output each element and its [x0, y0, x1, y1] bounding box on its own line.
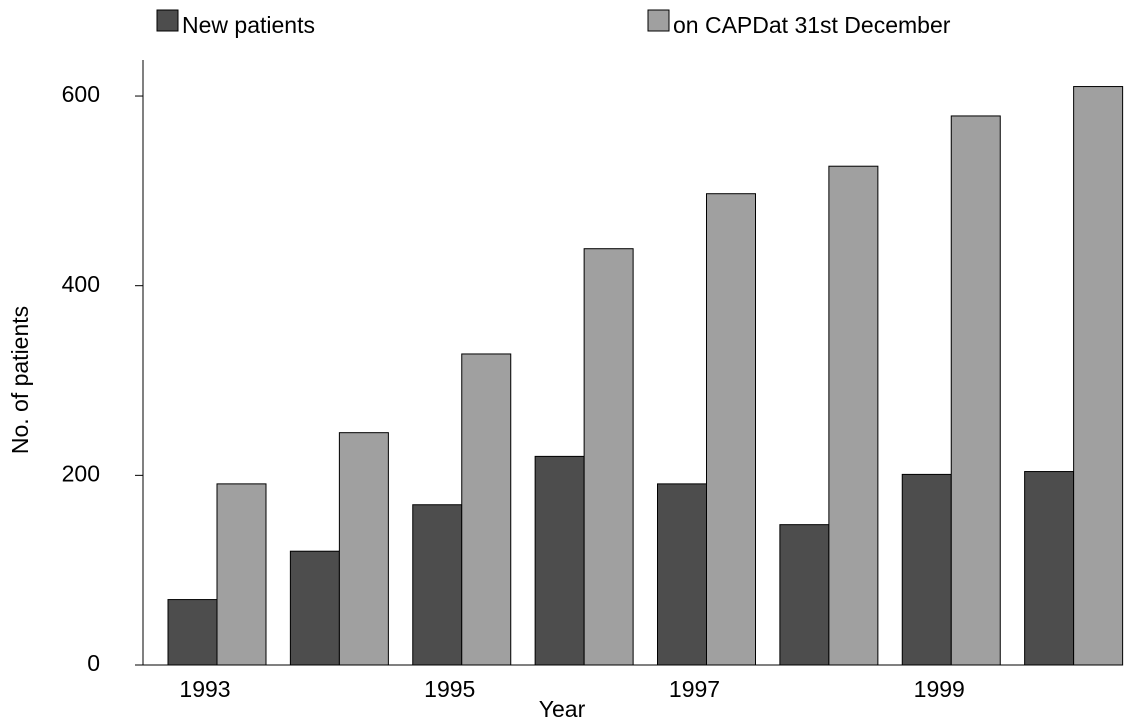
bar — [828, 165, 879, 666]
bar — [706, 193, 756, 666]
bar — [950, 115, 1001, 666]
y-tick-label: 400 — [62, 271, 100, 297]
bar — [779, 524, 830, 666]
x-axis-title: Year — [539, 696, 586, 722]
legend-swatch — [647, 9, 670, 32]
y-tick-label: 600 — [62, 81, 100, 107]
bar — [534, 455, 585, 666]
x-tick-label: 1999 — [914, 676, 965, 702]
bar — [901, 473, 952, 666]
legend-label: New patients — [182, 12, 315, 38]
x-tick-label: 1997 — [669, 676, 720, 702]
bar — [657, 483, 707, 666]
y-tick-label: 0 — [87, 650, 100, 676]
x-tick-label: 1993 — [179, 676, 230, 702]
y-tick-label: 200 — [62, 460, 100, 486]
bar — [1073, 86, 1124, 666]
bar — [338, 432, 389, 666]
x-tick-label: 1995 — [424, 676, 475, 702]
legend-label: on CAPDat 31st December — [673, 12, 951, 38]
bar — [412, 504, 463, 666]
bar — [289, 550, 340, 666]
bar — [216, 483, 267, 666]
legend-swatch — [156, 9, 179, 32]
bar — [1024, 471, 1075, 666]
bar — [583, 248, 634, 666]
y-axis-title: No. of patients — [7, 306, 33, 454]
bar — [461, 353, 512, 666]
bar — [167, 599, 218, 666]
